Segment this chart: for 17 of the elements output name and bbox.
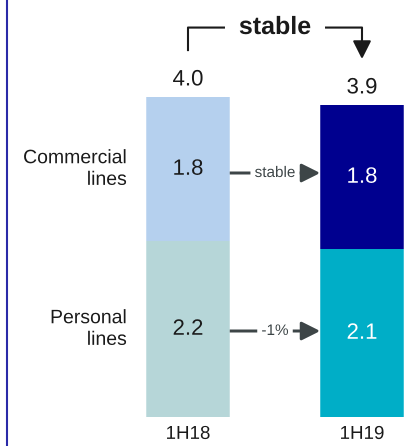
data-label: 2.1 [348,323,376,339]
annotation: stable [255,166,295,178]
data-label: 2.2 [174,319,202,335]
series-label: Commercial lines [24,149,126,186]
bar [146,97,230,241]
x-tick-label: 1H18 [167,426,210,440]
total-label: 3.9 [347,78,376,94]
data-label: 1.8 [174,159,202,175]
text: stable [240,16,310,34]
x-tick-label: 1H19 [341,426,384,440]
total-label: 4.0 [173,70,203,86]
annotation: -1% [262,324,288,336]
data-label: 1.8 [348,167,376,183]
bar [146,241,230,417]
series-label: Personal lines [52,309,126,346]
bar [320,105,404,249]
bar [320,249,404,417]
